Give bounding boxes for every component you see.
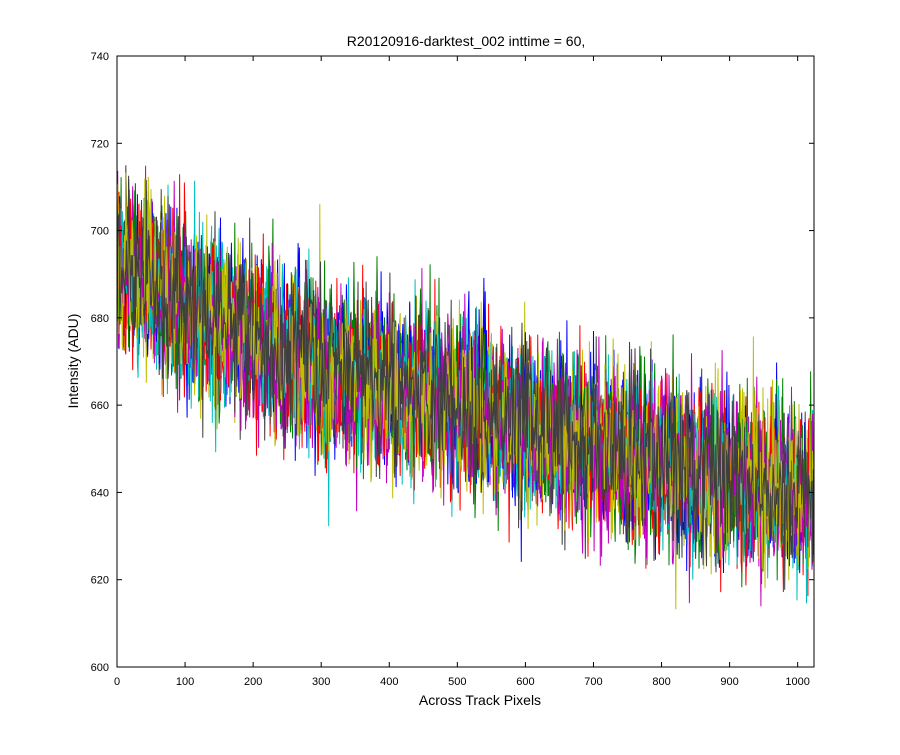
x-tick-label: 1000 (785, 676, 809, 688)
x-tick-label: 800 (652, 676, 670, 688)
y-tick-label: 660 (91, 400, 109, 412)
y-tick-label: 600 (91, 662, 109, 674)
x-tick-label: 600 (516, 676, 534, 688)
y-tick-label: 720 (91, 138, 109, 150)
x-tick-label: 400 (380, 676, 398, 688)
x-axis-title: Across Track Pixels (419, 692, 541, 708)
x-tick-label: 500 (448, 676, 466, 688)
x-tick-label: 100 (176, 676, 194, 688)
x-tick-label: 900 (720, 676, 738, 688)
x-tick-label: 700 (584, 676, 602, 688)
x-tick-label: 200 (244, 676, 262, 688)
y-tick-label: 740 (91, 51, 109, 63)
y-axis-title: Intensity (ADU) (65, 314, 81, 409)
x-tick-label: 0 (114, 676, 120, 688)
y-axis: 600 620 640 660 680 700 720 740 (91, 51, 814, 674)
y-tick-label: 620 (91, 575, 109, 587)
series-group (117, 157, 814, 610)
y-tick-label: 700 (91, 226, 109, 238)
y-tick-label: 680 (91, 313, 109, 325)
plot-frame (116, 55, 815, 668)
x-axis: 0 100 200 300 400 500 600 700 800 900 1000 (114, 56, 810, 688)
x-tick-label: 300 (312, 676, 330, 688)
y-tick-label: 640 (91, 487, 109, 499)
series-line (117, 175, 814, 590)
chart-title: R20120916-darktest_002 inttime = 60, (347, 33, 586, 49)
